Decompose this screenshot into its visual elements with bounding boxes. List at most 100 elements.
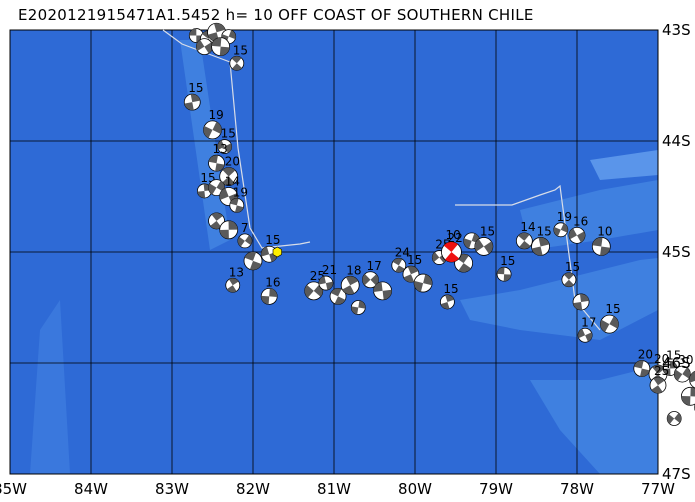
focal-mechanism[interactable]: 15 bbox=[561, 260, 580, 288]
focal-mechanism[interactable]: 15 bbox=[474, 224, 495, 256]
focal-mechanism-label: 15 bbox=[443, 282, 458, 296]
focal-mechanism[interactable]: 18 bbox=[340, 263, 361, 295]
focal-mechanism[interactable]: 17 bbox=[577, 315, 596, 343]
focal-mechanism[interactable]: 25 bbox=[649, 364, 669, 394]
focal-mechanism[interactable]: 30 bbox=[673, 353, 694, 383]
focal-mechanism-label: 25 bbox=[654, 364, 669, 378]
focal-mechanism[interactable]: 16 bbox=[260, 275, 280, 305]
focal-mechanism-label: 15 bbox=[500, 254, 515, 268]
focal-mechanism[interactable]: 15 bbox=[531, 224, 552, 256]
focal-mechanism[interactable] bbox=[329, 287, 347, 305]
beachball-quadrant bbox=[681, 395, 691, 406]
focal-mechanism[interactable] bbox=[373, 281, 393, 301]
focal-mechanism[interactable]: 20 bbox=[219, 155, 240, 186]
beachball-quadrant bbox=[342, 285, 355, 295]
beachball-quadrant bbox=[440, 301, 450, 309]
latitude-label: 46S bbox=[662, 354, 691, 372]
focal-mechanism[interactable] bbox=[195, 38, 213, 56]
beachball-quadrant bbox=[560, 223, 568, 233]
beachball-quadrant bbox=[184, 102, 194, 111]
focal-mechanism[interactable] bbox=[207, 22, 226, 42]
focal-mechanism[interactable] bbox=[243, 251, 263, 271]
beachball-quadrant bbox=[497, 267, 505, 275]
beachball-quadrant bbox=[196, 39, 205, 51]
focal-mechanism-label: 19 bbox=[209, 108, 224, 122]
beachball-quadrant bbox=[569, 228, 577, 240]
focal-mechanism[interactable]: 19 bbox=[203, 108, 224, 140]
focal-mechanism-label: 15 bbox=[480, 224, 495, 238]
beachball-quadrant bbox=[351, 306, 359, 315]
focal-mechanism[interactable]: 15 bbox=[600, 302, 621, 334]
beachball-quadrant bbox=[553, 226, 561, 237]
focal-mechanism[interactable]: 15 bbox=[402, 253, 422, 283]
longitude-labels: 85W 84W 83W 82W 81W 80W 79W 78W 77W bbox=[0, 480, 675, 498]
focal-mechanism-label: 15 bbox=[605, 302, 620, 316]
focal-mechanism[interactable]: 19 bbox=[229, 185, 248, 213]
focal-mechanism-label: 19 bbox=[557, 210, 572, 224]
beachball-quadrant bbox=[214, 23, 226, 33]
beachball-quadrant bbox=[674, 369, 683, 381]
focal-mechanism-label: 20 bbox=[225, 155, 240, 169]
focal-mechanism-label: 15 bbox=[188, 81, 203, 95]
beachball-quadrant bbox=[382, 289, 392, 300]
focal-mechanism[interactable]: 14 bbox=[515, 220, 536, 250]
focal-mechanism[interactable]: 7 bbox=[237, 221, 253, 249]
focal-mechanism[interactable] bbox=[208, 212, 225, 230]
beachball-quadrant bbox=[190, 94, 201, 103]
beachball-quadrant bbox=[358, 300, 366, 309]
focal-mechanism[interactable]: 17 bbox=[362, 259, 382, 289]
focal-mechanism[interactable]: 15 bbox=[260, 233, 280, 263]
beachball-quadrant bbox=[244, 251, 257, 261]
focal-mechanism[interactable] bbox=[208, 179, 225, 197]
main-event-label: 10 bbox=[445, 228, 460, 242]
focal-mechanism-label: 15 bbox=[233, 43, 248, 57]
seafloor-ridge bbox=[30, 300, 70, 474]
focal-mechanism[interactable]: 24 bbox=[391, 245, 410, 273]
longitude-label: 79W bbox=[479, 480, 513, 498]
focal-mechanism[interactable]: 15 bbox=[183, 81, 204, 111]
focal-mechanism[interactable]: 15 bbox=[439, 282, 459, 310]
beachball-quadrant bbox=[483, 241, 493, 254]
beachball-quadrant bbox=[261, 246, 270, 257]
focal-mechanism-label: 16 bbox=[573, 214, 588, 228]
beachball-quadrant bbox=[578, 328, 586, 339]
focal-mechanism[interactable] bbox=[572, 293, 590, 311]
beachball-quadrant bbox=[373, 281, 383, 292]
focal-mechanism[interactable] bbox=[211, 37, 231, 57]
main-event-focal-mechanism[interactable]: 10 bbox=[441, 228, 462, 263]
beachball-quadrant bbox=[189, 28, 197, 36]
focal-mechanism-label: 14 bbox=[520, 220, 535, 234]
map-title: E2020121915471A1.5452 h= 10 OFF COAST OF… bbox=[18, 6, 534, 24]
focal-mechanism[interactable] bbox=[681, 386, 695, 406]
focal-mechanism[interactable]: 21 bbox=[318, 263, 337, 291]
beachball-quadrant bbox=[215, 163, 225, 172]
beachball-quadrant bbox=[325, 281, 333, 290]
focal-mechanism-label: 15 bbox=[565, 260, 580, 274]
focal-mechanism[interactable] bbox=[350, 300, 366, 315]
focal-mechanism-label: 21 bbox=[322, 263, 337, 277]
focal-mechanism-label: 20 bbox=[654, 352, 669, 366]
longitude-label: 83W bbox=[155, 480, 189, 498]
focal-mechanism[interactable]: 15 bbox=[217, 127, 236, 154]
beachball-quadrant bbox=[669, 361, 678, 369]
beachball-quadrant bbox=[689, 371, 695, 383]
focal-mechanism[interactable]: 10 bbox=[591, 224, 613, 256]
focal-mechanism[interactable] bbox=[219, 220, 239, 240]
focal-mechanism[interactable]: 19 bbox=[553, 210, 572, 238]
beachball-quadrant bbox=[237, 236, 245, 247]
beachball-quadrant bbox=[269, 288, 278, 297]
focal-mechanism[interactable]: 13 bbox=[208, 142, 228, 172]
focal-mechanism[interactable]: 13 bbox=[225, 265, 244, 293]
beachball-quadrant bbox=[579, 293, 589, 302]
focal-mechanism[interactable]: 16 bbox=[568, 214, 588, 244]
latitude-label: 45S bbox=[662, 243, 691, 261]
beachball-quadrant bbox=[423, 274, 433, 286]
focal-mechanism[interactable]: 15 bbox=[496, 254, 515, 282]
focal-mechanism[interactable]: 20 bbox=[633, 348, 653, 377]
beachball-quadrant bbox=[463, 238, 472, 249]
focal-mechanism[interactable] bbox=[666, 411, 682, 426]
focal-mechanism[interactable] bbox=[413, 273, 433, 293]
beachball-quadrant bbox=[600, 319, 610, 333]
focal-mechanism[interactable]: 15 bbox=[229, 43, 248, 71]
